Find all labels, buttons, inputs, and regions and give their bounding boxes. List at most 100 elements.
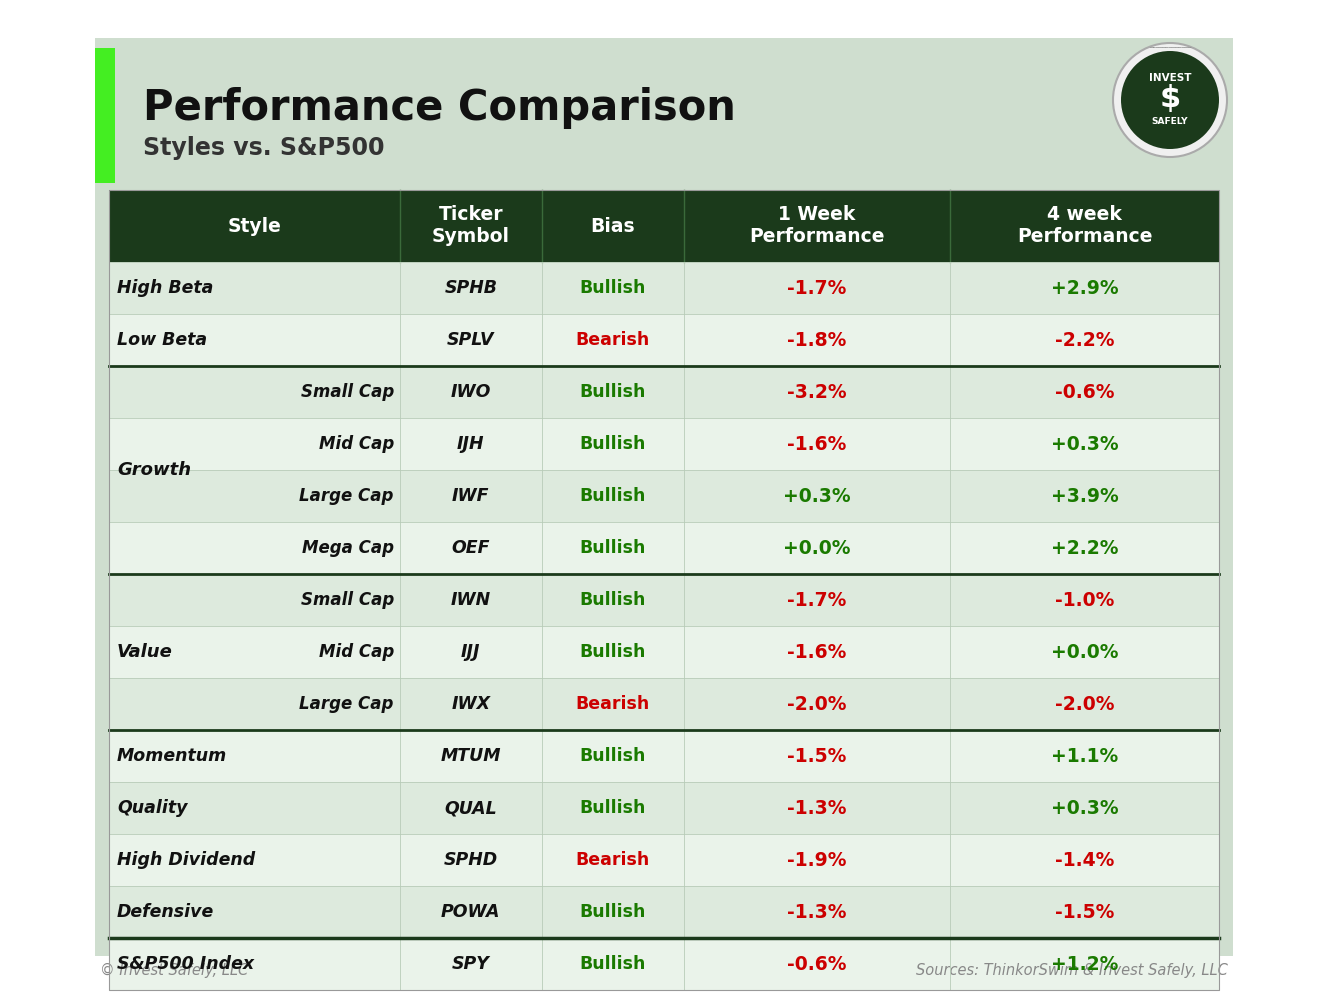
Text: SPHB: SPHB (445, 279, 498, 297)
Bar (109, 938, 1219, 990)
Text: Bullish: Bullish (580, 539, 647, 557)
Text: Bias: Bias (591, 217, 635, 236)
Bar (109, 262, 1219, 314)
Text: Large Cap: Large Cap (299, 487, 394, 505)
Text: IWF: IWF (452, 487, 490, 505)
Text: SAFELY: SAFELY (1151, 117, 1189, 126)
Bar (109, 782, 1219, 834)
Text: +2.2%: +2.2% (1050, 539, 1118, 558)
Text: -1.5%: -1.5% (788, 746, 847, 765)
Bar (109, 418, 1219, 470)
Text: Bullish: Bullish (580, 903, 647, 921)
Bar (109, 470, 1219, 522)
Text: -1.6%: -1.6% (788, 434, 847, 453)
Text: -1.3%: -1.3% (788, 798, 847, 817)
Text: -0.6%: -0.6% (1054, 383, 1114, 402)
Text: Style: Style (227, 217, 282, 236)
Text: SPHD: SPHD (444, 851, 498, 869)
Text: Large Cap: Large Cap (299, 695, 394, 713)
Text: +0.0%: +0.0% (784, 539, 851, 558)
Text: IJH: IJH (457, 435, 485, 453)
Text: Bullish: Bullish (580, 747, 647, 765)
Text: Ticker
Symbol: Ticker Symbol (432, 206, 510, 247)
Text: High Beta: High Beta (117, 279, 214, 297)
Text: +1.1%: +1.1% (1050, 746, 1118, 765)
Text: Mid Cap: Mid Cap (319, 435, 394, 453)
Text: Growth: Growth (117, 461, 191, 479)
Text: -1.0%: -1.0% (1054, 590, 1114, 609)
Text: POWA: POWA (441, 903, 501, 921)
Text: Sources: ThinkorSwim & Invest Safely, LLC: Sources: ThinkorSwim & Invest Safely, LL… (916, 962, 1228, 977)
Text: Small Cap: Small Cap (300, 591, 394, 609)
Text: -1.3%: -1.3% (788, 903, 847, 921)
Text: Mid Cap: Mid Cap (319, 643, 394, 661)
Text: Bearish: Bearish (576, 851, 651, 869)
Text: SPY: SPY (452, 955, 490, 973)
Text: Defensive: Defensive (117, 903, 214, 921)
Text: Small Cap: Small Cap (300, 383, 394, 401)
Text: -2.0%: -2.0% (788, 695, 847, 714)
Text: Momentum: Momentum (117, 747, 227, 765)
Text: Low Beta: Low Beta (117, 331, 207, 349)
Text: Bearish: Bearish (576, 695, 651, 713)
Text: IJJ: IJJ (461, 643, 481, 661)
Text: 4 week
Performance: 4 week Performance (1017, 206, 1153, 247)
Text: -1.6%: -1.6% (788, 642, 847, 661)
Text: -1.5%: -1.5% (1054, 903, 1114, 921)
Text: -1.8%: -1.8% (788, 330, 847, 350)
Text: -1.7%: -1.7% (788, 278, 847, 297)
Text: Styles vs. S&P500: Styles vs. S&P500 (143, 136, 385, 160)
Bar (109, 522, 1219, 574)
Bar (109, 366, 1219, 418)
Text: ─────────────: ───────────── (1149, 47, 1191, 52)
Bar (109, 678, 1219, 730)
Text: Performance Comparison: Performance Comparison (143, 87, 736, 129)
Text: -2.2%: -2.2% (1054, 330, 1114, 350)
FancyBboxPatch shape (96, 38, 1232, 956)
Bar (109, 190, 1219, 990)
Circle shape (1121, 51, 1219, 149)
Text: © Invest Safely, LLC: © Invest Safely, LLC (100, 962, 248, 977)
Text: -2.0%: -2.0% (1054, 695, 1114, 714)
Text: High Dividend: High Dividend (117, 851, 255, 869)
Text: SPLV: SPLV (448, 331, 494, 349)
Text: Bullish: Bullish (580, 487, 647, 505)
Text: Quality: Quality (117, 799, 187, 817)
Text: OEF: OEF (452, 539, 490, 557)
Text: S&P500 Index: S&P500 Index (117, 955, 254, 973)
Text: +2.9%: +2.9% (1050, 278, 1118, 297)
Text: QUAL: QUAL (445, 799, 497, 817)
Text: +0.0%: +0.0% (1050, 642, 1118, 661)
Bar (96, 48, 116, 183)
Text: INVEST: INVEST (1149, 73, 1191, 83)
Text: Mega Cap: Mega Cap (301, 539, 394, 557)
Text: Value: Value (117, 643, 173, 661)
Text: +0.3%: +0.3% (1050, 434, 1118, 453)
Text: IWN: IWN (450, 591, 491, 609)
Text: +3.9%: +3.9% (1050, 486, 1118, 506)
Bar (109, 730, 1219, 782)
Bar (109, 190, 1219, 262)
Text: Bullish: Bullish (580, 383, 647, 401)
Text: 1 Week
Performance: 1 Week Performance (749, 206, 884, 247)
Text: Bullish: Bullish (580, 955, 647, 973)
Text: Bullish: Bullish (580, 799, 647, 817)
Text: +0.3%: +0.3% (1050, 798, 1118, 817)
Text: IWX: IWX (452, 695, 490, 713)
Text: Bullish: Bullish (580, 591, 647, 609)
Text: -1.9%: -1.9% (788, 851, 847, 870)
Text: Bullish: Bullish (580, 643, 647, 661)
Text: $: $ (1159, 83, 1181, 112)
Circle shape (1113, 43, 1227, 157)
Text: MTUM: MTUM (441, 747, 501, 765)
Text: Bullish: Bullish (580, 435, 647, 453)
Text: -3.2%: -3.2% (788, 383, 847, 402)
Text: -1.4%: -1.4% (1054, 851, 1114, 870)
Bar (109, 626, 1219, 678)
Bar (109, 886, 1219, 938)
Bar (109, 834, 1219, 886)
Text: +0.3%: +0.3% (784, 486, 851, 506)
Text: Bullish: Bullish (580, 279, 647, 297)
Bar (109, 574, 1219, 626)
Text: Bearish: Bearish (576, 331, 651, 349)
